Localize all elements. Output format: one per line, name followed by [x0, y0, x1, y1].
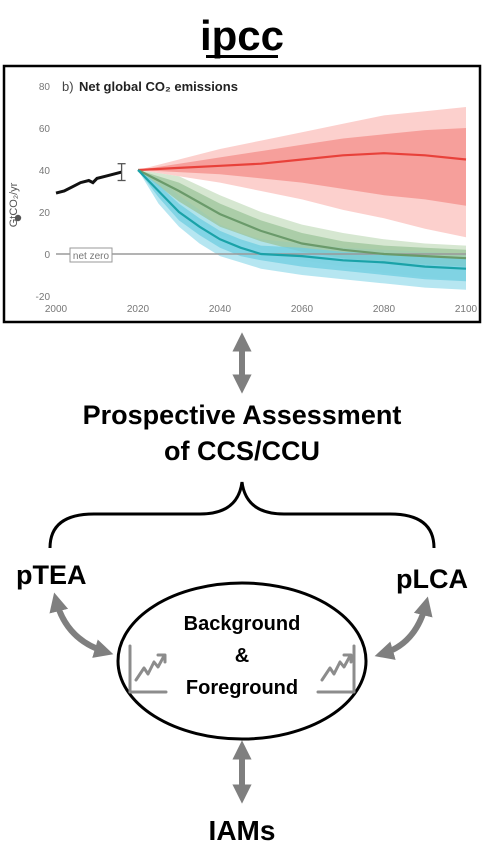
historical-emissions: [55, 163, 126, 195]
co2-globe-icon: [14, 214, 22, 222]
y-tick-label: 40: [39, 166, 51, 177]
x-tick-label: 2040: [209, 304, 232, 315]
y-tick-label: 60: [39, 124, 51, 135]
x-tick-label: 2100: [455, 304, 478, 315]
high-emissions-inner-band: [138, 128, 466, 206]
ellipse-line-3: Foreground: [186, 677, 298, 699]
y-tick-label: 0: [44, 250, 50, 261]
ptea-label: pTEA: [16, 560, 87, 590]
x-tick-label: 2000: [45, 304, 68, 315]
chart-title: Net global CO₂ emissions: [79, 79, 238, 94]
net-zero-label-box: [69, 247, 113, 263]
high-emissions-median-line: [137, 152, 467, 172]
historical-emissions-line: [55, 170, 122, 195]
deep-mitigation-inner-band: [138, 170, 466, 282]
plca-label: pLCA: [396, 564, 468, 594]
ipcc-logo: ipcc: [200, 12, 284, 59]
net-zero-label: net zero: [73, 251, 110, 262]
y-axis-label-group: GtCO₂/yr: [8, 182, 22, 227]
curved-arrow-plca: [374, 596, 433, 660]
y-tick-label: 80: [39, 82, 51, 93]
deep-mitigation-median-line: [137, 169, 467, 270]
x-tick-label: 2080: [373, 304, 396, 315]
chart-panel-label: b): [62, 79, 74, 94]
pathway-lines: [137, 152, 467, 270]
y-tick-label: 20: [39, 208, 51, 219]
heading-line-2: of CCS/CCU: [164, 436, 320, 466]
background-foreground-ellipse: [116, 581, 368, 741]
heading-line-1: Prospective Assessment: [83, 400, 402, 430]
ellipse-line-1: Background: [184, 613, 301, 635]
y-axis-label: GtCO₂/yr: [8, 182, 20, 227]
x-tick-label: 2020: [127, 304, 150, 315]
ellipse-line-2: &: [235, 645, 249, 667]
trend-chart-icon-right: [316, 644, 356, 694]
moderate-mitigation-median-line: [137, 169, 467, 260]
ipcc-logo-underline: [206, 55, 278, 58]
iams-label: IAMs: [209, 815, 276, 846]
y-tick-label: -20: [36, 292, 51, 303]
curved-arrow-ptea: [49, 592, 114, 658]
trend-chart-icon-left: [128, 644, 168, 694]
x-tick-label: 2060: [291, 304, 314, 315]
curly-brace: [48, 481, 436, 549]
